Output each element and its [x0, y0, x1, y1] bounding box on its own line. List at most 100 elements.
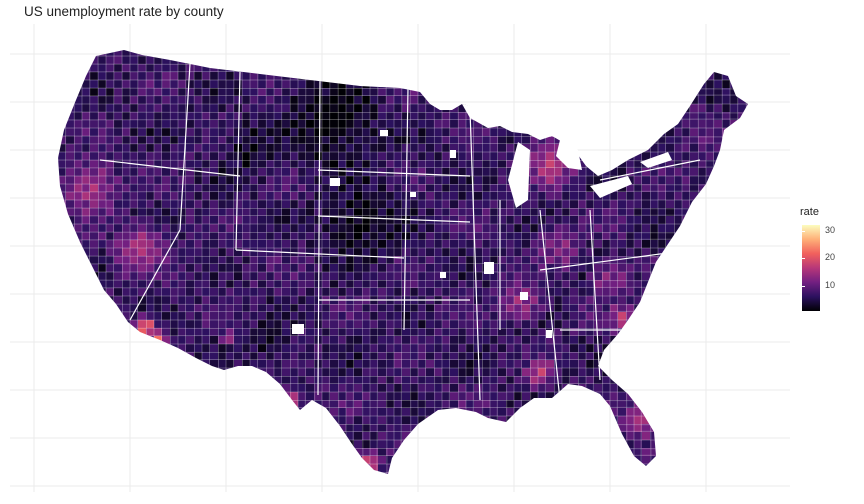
- county-cell: [114, 440, 122, 448]
- county-cell: [522, 224, 530, 232]
- county-cell: [218, 432, 226, 440]
- county-cell: [242, 248, 250, 256]
- county-cell: [730, 208, 738, 216]
- county-cell: [530, 88, 538, 96]
- county-cell: [674, 200, 682, 208]
- county-cell: [738, 136, 746, 144]
- county-cell: [402, 40, 410, 48]
- county-cell: [122, 424, 130, 432]
- county-cell: [290, 416, 298, 424]
- county-cell: [194, 448, 202, 456]
- county-cell: [106, 296, 114, 304]
- county-cell: [610, 280, 618, 288]
- county-cell: [490, 368, 498, 376]
- county-cell: [290, 104, 298, 112]
- county-cell: [298, 152, 306, 160]
- county-cell: [522, 312, 530, 320]
- county-cell: [586, 128, 594, 136]
- county-cell: [98, 136, 106, 144]
- county-cell: [330, 312, 338, 320]
- county-cell: [370, 472, 378, 474]
- county-cell: [146, 472, 154, 474]
- county-cell: [130, 152, 138, 160]
- county-cell: [570, 176, 578, 184]
- county-cell: [74, 192, 82, 200]
- county-cell: [466, 424, 474, 432]
- county-cell: [690, 136, 698, 144]
- county-cell: [170, 50, 178, 56]
- county-cell: [450, 272, 458, 280]
- county-cell: [738, 344, 746, 352]
- county-cell: [282, 216, 290, 224]
- county-cell: [610, 344, 618, 352]
- county-cell: [610, 432, 618, 440]
- county-cell: [290, 392, 298, 400]
- county-cell: [522, 256, 530, 264]
- county-cell: [618, 240, 626, 248]
- county-cell: [50, 304, 58, 312]
- county-cell: [394, 440, 402, 448]
- county-cell: [202, 184, 210, 192]
- county-cell: [578, 304, 586, 312]
- county-cell: [666, 360, 674, 368]
- county-cell: [386, 424, 394, 432]
- county-cell: [746, 136, 748, 144]
- county-cell: [170, 448, 178, 456]
- county-border: [673, 50, 676, 474]
- county-cell: [290, 368, 298, 376]
- county-cell: [410, 368, 418, 376]
- county-cell: [234, 440, 242, 448]
- county-cell: [546, 384, 554, 392]
- county-cell: [714, 136, 722, 144]
- county-cell: [210, 352, 218, 360]
- county-cell: [258, 40, 266, 48]
- county-cell: [178, 112, 186, 120]
- county-cell: [682, 56, 690, 64]
- county-cell: [514, 288, 522, 296]
- county-cell: [130, 248, 138, 256]
- county-cell: [450, 304, 458, 312]
- county-cell: [466, 328, 474, 336]
- county-cell: [90, 264, 98, 272]
- county-cell: [266, 72, 274, 80]
- county-cell: [634, 344, 642, 352]
- county-cell: [618, 168, 626, 176]
- county-cell: [634, 448, 642, 456]
- county-cell: [482, 344, 490, 352]
- county-cell: [698, 288, 706, 296]
- county-cell: [146, 456, 154, 464]
- county-cell: [338, 408, 346, 416]
- county-cell: [378, 408, 386, 416]
- county-cell: [682, 368, 690, 376]
- county-cell: [594, 104, 602, 112]
- county-cell: [442, 168, 450, 176]
- county-cell: [466, 272, 474, 280]
- county-cell: [674, 296, 682, 304]
- county-cell: [706, 152, 714, 160]
- county-cell: [450, 256, 458, 264]
- county-cell: [506, 392, 514, 400]
- county-cell: [434, 192, 442, 200]
- county-cell: [618, 224, 626, 232]
- county-cell: [426, 232, 434, 240]
- county-cell: [634, 208, 642, 216]
- county-cell: [642, 352, 650, 360]
- county-cell: [538, 232, 546, 240]
- county-cell: [258, 296, 266, 304]
- county-cell: [234, 456, 242, 464]
- county-cell: [50, 40, 58, 48]
- county-cell: [562, 384, 570, 392]
- county-cell: [346, 88, 354, 96]
- county-cell: [306, 312, 314, 320]
- county-cell: [658, 440, 666, 448]
- county-cell: [610, 368, 618, 376]
- county-cell: [466, 304, 474, 312]
- county-cell: [218, 392, 226, 400]
- county-cell: [250, 472, 258, 474]
- county-cell: [562, 464, 570, 472]
- county-cell: [226, 464, 234, 472]
- county-cell: [402, 104, 410, 112]
- county-cell: [570, 312, 578, 320]
- county-cell: [274, 216, 282, 224]
- county-cell: [90, 472, 98, 474]
